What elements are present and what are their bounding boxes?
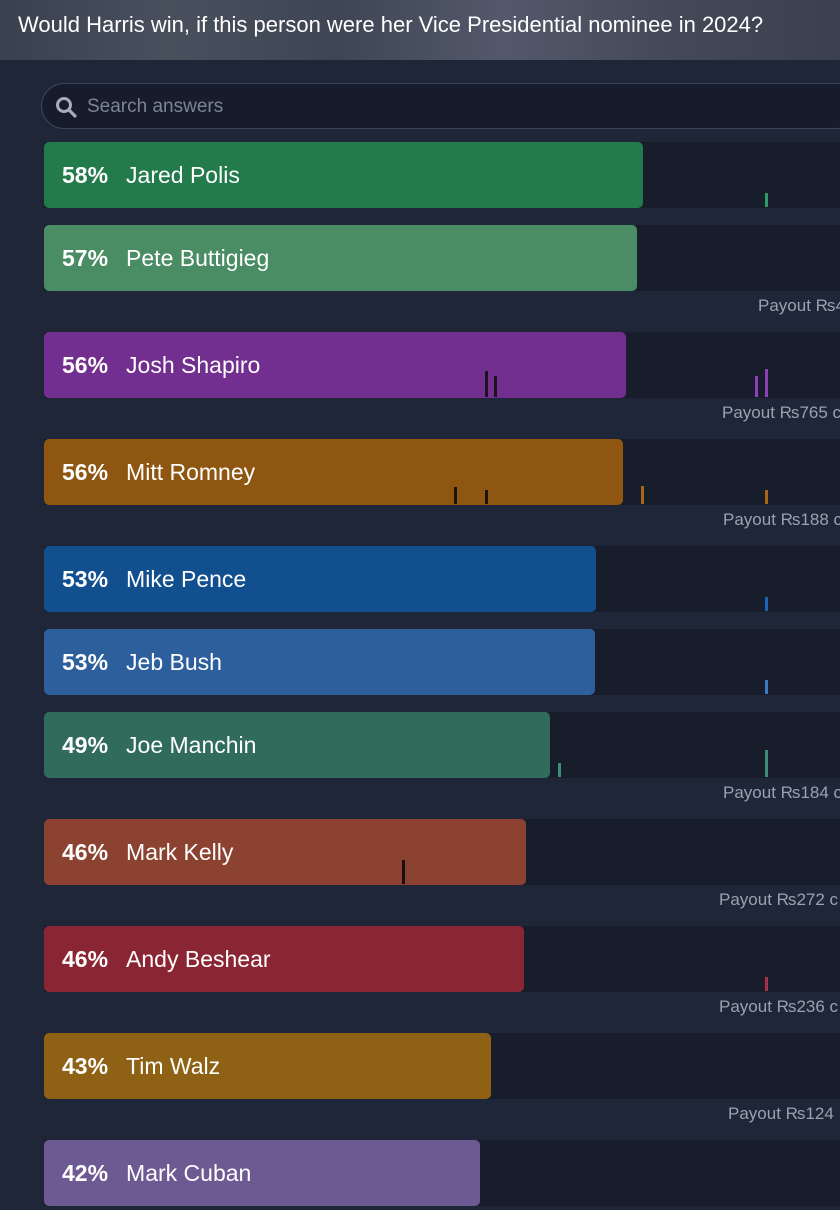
payout-text: Payout ₨184 c bbox=[723, 783, 840, 802]
probability-bar bbox=[44, 332, 626, 398]
answer-label: 58% Jared Polis bbox=[62, 142, 240, 208]
answer-name: Andy Beshear bbox=[126, 946, 271, 972]
answer-label: 46% Andy Beshear bbox=[62, 926, 271, 992]
answer-percent: 57% bbox=[62, 245, 109, 271]
chart-tick bbox=[558, 763, 561, 777]
search-bar[interactable] bbox=[41, 83, 840, 129]
probability-bar bbox=[44, 225, 637, 291]
probability-bar bbox=[44, 629, 595, 695]
answer-percent: 56% bbox=[62, 459, 109, 485]
chart-tick bbox=[765, 369, 768, 397]
answer-label: 46% Mark Kelly bbox=[62, 819, 233, 885]
answer-row[interactable]: 58% Jared Polis bbox=[44, 142, 840, 208]
question-title: Would Harris win, if this person were he… bbox=[18, 12, 764, 37]
answer-name: Pete Buttigieg bbox=[126, 245, 270, 271]
payout-text: Payout ₨765 c bbox=[722, 403, 840, 422]
chart-tick bbox=[755, 376, 758, 397]
answer-row[interactable]: 42% Mark Cuban bbox=[44, 1140, 840, 1206]
answer-percent: 53% bbox=[62, 649, 109, 675]
answer-percent: 49% bbox=[62, 732, 109, 758]
answer-name: Jeb Bush bbox=[126, 649, 222, 675]
probability-bar bbox=[44, 712, 550, 778]
answer-row[interactable]: 49% Joe Manchin bbox=[44, 712, 840, 778]
answer-label: 53% Jeb Bush bbox=[62, 629, 222, 695]
answer-name: Mike Pence bbox=[126, 566, 247, 592]
probability-bar bbox=[44, 1033, 491, 1099]
probability-bar bbox=[44, 819, 526, 885]
chart-tick bbox=[765, 750, 768, 777]
answer-name: Joe Manchin bbox=[126, 732, 257, 758]
payout-text: Payout ₨236 c bbox=[719, 997, 839, 1016]
answer-row[interactable]: 57% Pete Buttigieg bbox=[44, 225, 840, 291]
chart-tick bbox=[765, 680, 768, 694]
answer-label: 42% Mark Cuban bbox=[62, 1140, 251, 1206]
chart-tick bbox=[765, 977, 768, 991]
answer-name: Josh Shapiro bbox=[126, 352, 261, 378]
answer-percent: 53% bbox=[62, 566, 109, 592]
chart-tick bbox=[765, 193, 768, 207]
answer-row[interactable]: 46% Andy Beshear bbox=[44, 926, 840, 992]
answer-percent: 43% bbox=[62, 1053, 109, 1079]
answer-percent: 42% bbox=[62, 1160, 109, 1186]
answer-row[interactable]: 53% Jeb Bush bbox=[44, 629, 840, 695]
answer-row[interactable]: 56% Josh Shapiro bbox=[44, 332, 840, 398]
answer-name: Tim Walz bbox=[126, 1053, 221, 1079]
answer-label: 43% Tim Walz bbox=[62, 1033, 220, 1099]
chart-tick bbox=[454, 487, 457, 504]
answer-percent: 46% bbox=[62, 839, 109, 865]
chart-tick bbox=[765, 597, 768, 611]
answer-label: 57% Pete Buttigieg bbox=[62, 225, 269, 291]
payout-text: Payout ₨188 c bbox=[723, 510, 840, 529]
probability-bar bbox=[44, 1140, 480, 1206]
payout-text: Payout ₨4 bbox=[758, 296, 840, 315]
answer-row[interactable]: 56% Mitt Romney bbox=[44, 439, 840, 505]
answer-name: Mark Cuban bbox=[126, 1160, 252, 1186]
payout-text: Payout ₨124 bbox=[728, 1104, 834, 1123]
answer-row[interactable]: 53% Mike Pence bbox=[44, 546, 840, 612]
chart-tick bbox=[402, 860, 405, 884]
search-input[interactable] bbox=[85, 92, 689, 122]
probability-bar bbox=[44, 439, 623, 505]
answer-label: 49% Joe Manchin bbox=[62, 712, 256, 778]
question-header: Would Harris win, if this person were he… bbox=[0, 0, 840, 60]
search-icon bbox=[56, 97, 77, 118]
payout-text: Payout ₨272 c bbox=[719, 890, 839, 909]
answer-name: Mitt Romney bbox=[126, 459, 256, 485]
chart-tick bbox=[494, 376, 497, 397]
chart-tick bbox=[641, 486, 644, 504]
probability-bar bbox=[44, 546, 596, 612]
answer-label: 56% Mitt Romney bbox=[62, 439, 255, 505]
probability-bar bbox=[44, 926, 524, 992]
answer-label: 53% Mike Pence bbox=[62, 546, 246, 612]
answer-percent: 46% bbox=[62, 946, 109, 972]
answer-name: Mark Kelly bbox=[126, 839, 234, 865]
answer-row[interactable]: 46% Mark Kelly bbox=[44, 819, 840, 885]
probability-bar bbox=[44, 142, 643, 208]
chart-tick bbox=[485, 490, 488, 504]
answer-row[interactable]: 43% Tim Walz bbox=[44, 1033, 840, 1099]
chart-tick bbox=[485, 371, 488, 397]
answer-percent: 58% bbox=[62, 162, 109, 188]
answer-percent: 56% bbox=[62, 352, 109, 378]
answer-name: Jared Polis bbox=[126, 162, 240, 188]
answer-label: 56% Josh Shapiro bbox=[62, 332, 260, 398]
chart-tick bbox=[765, 490, 768, 504]
